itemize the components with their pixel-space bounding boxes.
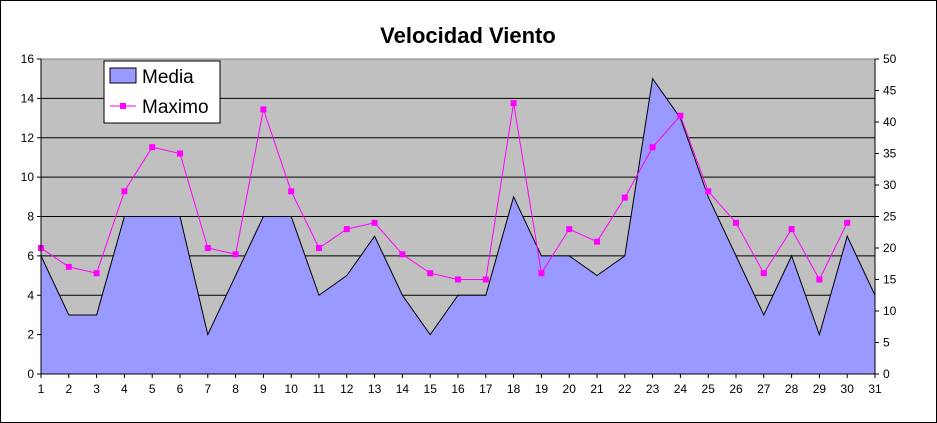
maximo-line [40,103,848,281]
x-tick-label: 1 [38,382,45,396]
x-axis-ticks: 1 2 3 4 5 6 7 8 9 10 11 12 13 14 15 16 17 18 19 20 21 22 23 24 2… [38,374,882,396]
x-tick-label: 3 [93,382,100,396]
maximo-point [482,276,489,283]
maximo-point [844,219,851,226]
media-area-layer [40,77,876,374]
right-tick-label: 25 [883,210,897,224]
x-tick-label: 28 [785,382,799,396]
media-area [41,78,875,374]
x-tick-label: 2 [65,382,72,396]
x-tick-label: 15 [424,382,438,396]
legend-maximo-label: Maximo [142,97,209,118]
x-tick-label: 11 [313,382,326,396]
x-tick-label: 25 [702,382,716,396]
maximo-point [93,270,100,277]
x-tick-label: 12 [340,382,354,396]
x-tick-label: 6 [177,382,184,396]
x-tick-label: 26 [729,382,743,396]
maximo-point [399,251,406,258]
legend-media-label: Media [142,67,194,88]
chart-title: Velocidad Viento [380,23,556,48]
maximo-point [677,112,684,119]
maximo-point [260,106,267,113]
x-tick-label: 27 [757,382,771,396]
media-area-outline [40,77,876,337]
maximo-point [760,270,767,277]
right-tick-label: 15 [883,273,897,287]
left-tick-label: 4 [27,288,34,302]
right-tick-label: 45 [883,84,897,98]
x-tick-label: 29 [813,382,827,396]
maximo-point [510,100,517,107]
x-tick-label: 30 [841,382,855,396]
maximo-point [204,245,211,251]
maximo-point [121,188,128,195]
x-tick-label: 31 [868,382,882,396]
maximo-point [594,238,600,245]
maximo-point [733,219,739,226]
legend: Media Maximo [103,60,221,124]
x-tick-label: 18 [507,382,521,396]
maximo-line-layer [38,100,851,283]
maximo-point [371,219,378,226]
maximo-point [343,226,350,233]
right-tick-label: 35 [883,147,897,161]
left-tick-label: 16 [21,52,35,66]
maximo-point [816,276,823,283]
maximo-point [232,251,239,258]
x-tick-label: 4 [121,382,128,396]
maximo-point [427,270,434,277]
legend-media-swatch [109,67,137,84]
x-tick-label: 19 [535,382,549,396]
left-tick-label: 2 [27,328,34,342]
right-tick-label: 30 [883,178,897,192]
x-tick-label: 9 [260,382,267,396]
maximo-point [788,226,795,233]
maximo-point [566,226,573,233]
x-tick-label: 22 [618,382,632,396]
left-tick-label: 10 [21,170,35,184]
x-tick-label: 5 [149,382,156,396]
x-tick-label: 21 [590,382,604,396]
maximo-point [538,270,545,277]
legend-maximo-marker [120,103,126,109]
x-tick-label: 7 [204,382,211,396]
x-tick-label: 8 [232,382,239,396]
x-tick-label: 20 [563,382,577,396]
left-tick-label: 0 [27,367,34,381]
x-tick-label: 14 [396,382,410,396]
maximo-point [149,144,156,151]
maximo-point [705,188,712,195]
right-tick-label: 10 [883,304,897,318]
maximo-point [177,150,183,157]
right-tick-label: 5 [883,336,890,350]
right-tick-label: 20 [883,241,897,255]
right-tick-label: 40 [883,115,897,129]
left-axis-ticks: 0 2 4 6 8 10 12 14 16 [21,52,41,381]
left-tick-label: 6 [27,249,34,263]
maximo-point [65,263,72,270]
maximo-point [316,245,322,251]
x-tick-label: 13 [368,382,382,396]
maximo-point [621,194,628,201]
right-tick-label: 50 [883,52,897,66]
maximo-point [455,276,461,283]
x-tick-label: 10 [285,382,299,396]
maximo-point [649,144,656,151]
right-tick-label: 0 [883,367,890,381]
left-tick-label: 12 [21,131,35,145]
x-tick-label: 16 [451,382,465,396]
x-tick-label: 23 [646,382,660,396]
x-tick-label: 24 [674,382,688,396]
x-tick-label: 17 [479,382,493,396]
left-tick-label: 14 [21,91,35,105]
right-axis-ticks: 0 5 10 15 20 25 30 35 40 45 50 [875,52,897,381]
left-tick-label: 8 [27,210,34,224]
maximo-point [288,188,295,195]
